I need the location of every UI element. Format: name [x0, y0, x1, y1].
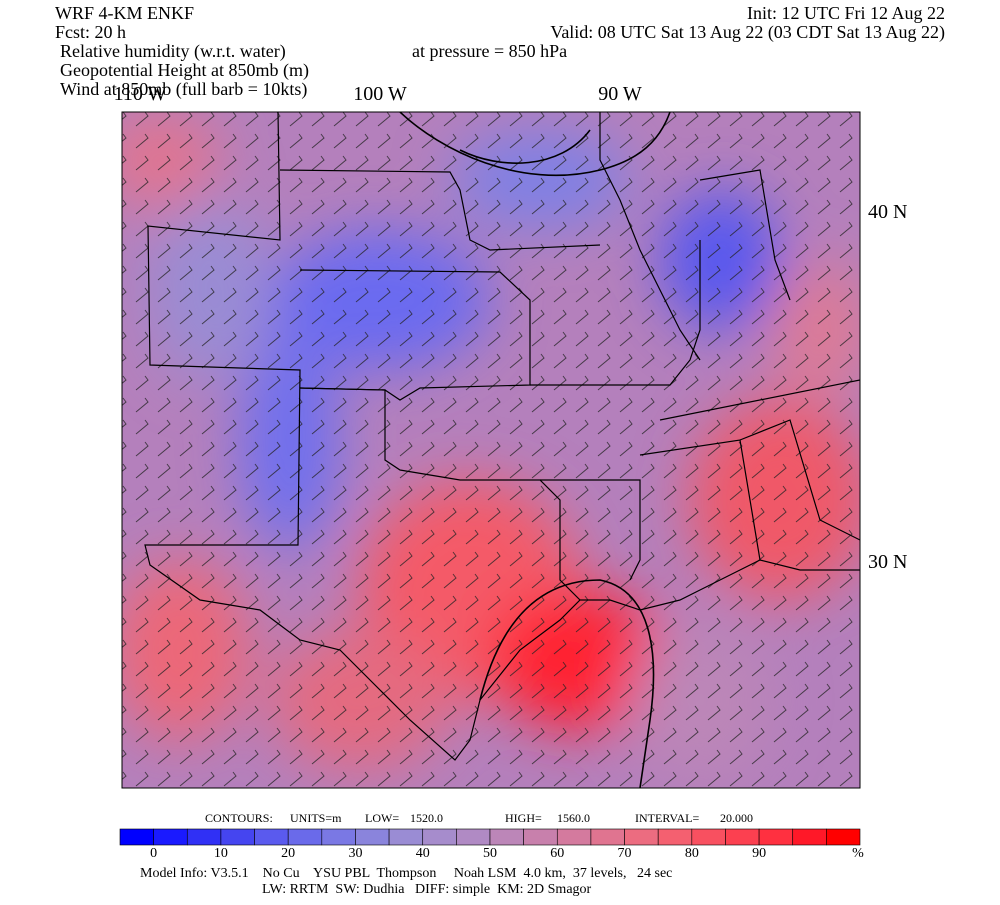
- colorbar-swatch: [456, 828, 491, 846]
- pressure-level: at pressure = 850 hPa: [412, 41, 567, 61]
- boundaries: [144, 112, 860, 761]
- lat-label: 40 N: [868, 201, 907, 223]
- colorbar-swatch: [254, 828, 289, 846]
- colorbar-label: 10: [214, 846, 228, 861]
- colorbar-swatch: [489, 828, 524, 846]
- model-name: WRF 4-KM ENKF: [55, 3, 194, 23]
- wind-barbs: [122, 112, 860, 788]
- forecast-hour: Fcst: 20 h: [55, 22, 126, 42]
- colorbar-label: 0: [150, 846, 157, 861]
- contour-low: 1520.0: [410, 811, 443, 825]
- colorbar-label: 50: [483, 846, 497, 861]
- field-label: Wind at 850mb (full barb = 10kts): [60, 79, 307, 100]
- colorbar-label: 30: [348, 846, 362, 861]
- colorbar-swatch: [691, 828, 726, 846]
- colorbar-swatch: [287, 828, 323, 846]
- contour-units: UNITS=m: [290, 811, 342, 825]
- colorbar-swatch: [388, 828, 424, 846]
- colorbar-swatch: [725, 828, 760, 846]
- colorbar-swatch: [590, 828, 625, 846]
- colorbar-swatch: [321, 828, 356, 846]
- colorbar-swatch: [523, 828, 558, 846]
- colorbar-swatch: [826, 828, 861, 846]
- contour-interval: 20.000: [720, 811, 753, 825]
- colorbar-swatch: [624, 828, 659, 846]
- colorbar-swatch: [657, 828, 693, 846]
- lon-label: 110 W: [114, 83, 167, 105]
- colorbar-label: 60: [550, 846, 564, 861]
- valid-time: Valid: 08 UTC Sat 13 Aug 22 (03 CDT Sat …: [550, 22, 945, 43]
- contour-high: 1560.0: [557, 811, 590, 825]
- field-label: Relative humidity (w.r.t. water): [60, 41, 286, 62]
- colorbar-swatch: [153, 828, 188, 846]
- colorbar-label: 20: [281, 846, 295, 861]
- colorbar-swatch: [758, 828, 794, 846]
- lat-label: 30 N: [868, 551, 907, 573]
- contour-high-label: HIGH=: [505, 811, 542, 825]
- colorbar-swatch: [119, 828, 154, 846]
- height-contours: [399, 112, 671, 788]
- colorbar-swatch: [355, 828, 390, 846]
- colorbar: 0 10 20 30 40 50 60 70 80 90%: [119, 828, 864, 861]
- contour-label: CONTOURS:: [205, 811, 273, 825]
- colorbar-unit: %: [852, 846, 864, 861]
- colorbar-label: 70: [618, 846, 632, 861]
- model-info: Model Info: V3.5.1 No Cu YSU PBL Thompso…: [140, 866, 672, 881]
- colorbar-label: 90: [752, 846, 766, 861]
- lon-label: 90 W: [598, 83, 642, 105]
- colorbar-label: 80: [685, 846, 699, 861]
- map-frame: [121, 111, 861, 789]
- contour-info: CONTOURS: UNITS=m LOW= 1520.0 HIGH= 1560…: [205, 811, 753, 825]
- contour-interval-label: INTERVAL=: [635, 811, 699, 825]
- map: [122, 112, 860, 788]
- physics-info: LW: RRTM SW: Dudhia DIFF: simple KM: 2D …: [262, 882, 592, 897]
- colorbar-label: 40: [416, 846, 430, 861]
- colorbar-swatch: [186, 828, 222, 846]
- colorbar-swatch: [422, 828, 457, 846]
- init-time: Init: 12 UTC Fri 12 Aug 22: [747, 3, 945, 23]
- colorbar-swatch: [220, 828, 255, 846]
- colorbar-swatch: [556, 828, 592, 846]
- field-label: Geopotential Height at 850mb (m): [60, 60, 309, 81]
- colorbar-swatch: [792, 828, 827, 846]
- contour-low-label: LOW=: [365, 811, 399, 825]
- lon-label: 100 W: [353, 83, 407, 105]
